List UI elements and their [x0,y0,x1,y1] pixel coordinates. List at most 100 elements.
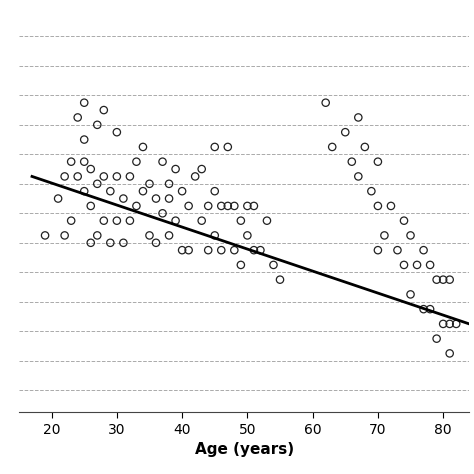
Point [146,232,153,239]
Point [452,320,460,328]
Point [185,246,192,254]
Point [407,291,414,298]
Point [93,232,101,239]
Point [146,180,153,188]
Point [133,202,140,210]
Point [218,202,225,210]
Point [204,246,212,254]
Point [256,246,264,254]
Point [165,195,173,202]
Point [107,187,114,195]
Point [400,217,408,225]
Point [61,232,68,239]
Point [237,217,245,225]
Point [355,173,362,180]
Point [119,195,127,202]
Point [185,202,192,210]
X-axis label: Age (years): Age (years) [194,442,294,457]
Point [74,173,82,180]
Point [87,202,94,210]
Point [113,217,121,225]
Point [165,232,173,239]
Point [165,180,173,188]
Point [61,173,68,180]
Point [198,165,206,173]
Point [446,350,454,357]
Point [204,202,212,210]
Point [198,217,206,225]
Point [426,305,434,313]
Point [159,210,166,217]
Point [93,121,101,128]
Point [374,246,382,254]
Point [250,202,258,210]
Point [159,158,166,165]
Point [420,246,428,254]
Point [433,335,440,342]
Point [178,246,186,254]
Point [381,232,388,239]
Point [244,232,251,239]
Point [426,261,434,269]
Point [230,246,238,254]
Point [407,232,414,239]
Point [218,246,225,254]
Point [93,180,101,188]
Point [439,276,447,283]
Point [439,320,447,328]
Point [100,106,108,114]
Point [250,246,258,254]
Point [126,217,134,225]
Point [133,158,140,165]
Point [387,202,395,210]
Point [361,143,369,151]
Point [172,165,179,173]
Point [113,128,121,136]
Point [211,232,219,239]
Point [191,173,199,180]
Point [211,187,219,195]
Point [322,99,329,107]
Point [400,261,408,269]
Point [172,217,179,225]
Point [328,143,336,151]
Point [67,217,75,225]
Point [413,261,421,269]
Point [67,158,75,165]
Point [224,202,232,210]
Point [87,165,94,173]
Point [237,261,245,269]
Point [341,128,349,136]
Point [367,187,375,195]
Point [81,99,88,107]
Point [394,246,401,254]
Point [270,261,277,269]
Point [55,195,62,202]
Point [126,173,134,180]
Point [81,158,88,165]
Point [87,239,94,246]
Point [355,114,362,121]
Point [263,217,271,225]
Point [348,158,356,165]
Point [119,239,127,246]
Point [224,143,232,151]
Point [100,173,108,180]
Point [113,173,121,180]
Point [139,187,147,195]
Point [244,202,251,210]
Point [152,195,160,202]
Point [374,202,382,210]
Point [211,143,219,151]
Point [139,143,147,151]
Point [81,136,88,143]
Point [433,276,440,283]
Point [230,202,238,210]
Point [446,320,454,328]
Point [178,187,186,195]
Point [276,276,284,283]
Point [420,305,428,313]
Point [81,187,88,195]
Point [152,239,160,246]
Point [41,232,49,239]
